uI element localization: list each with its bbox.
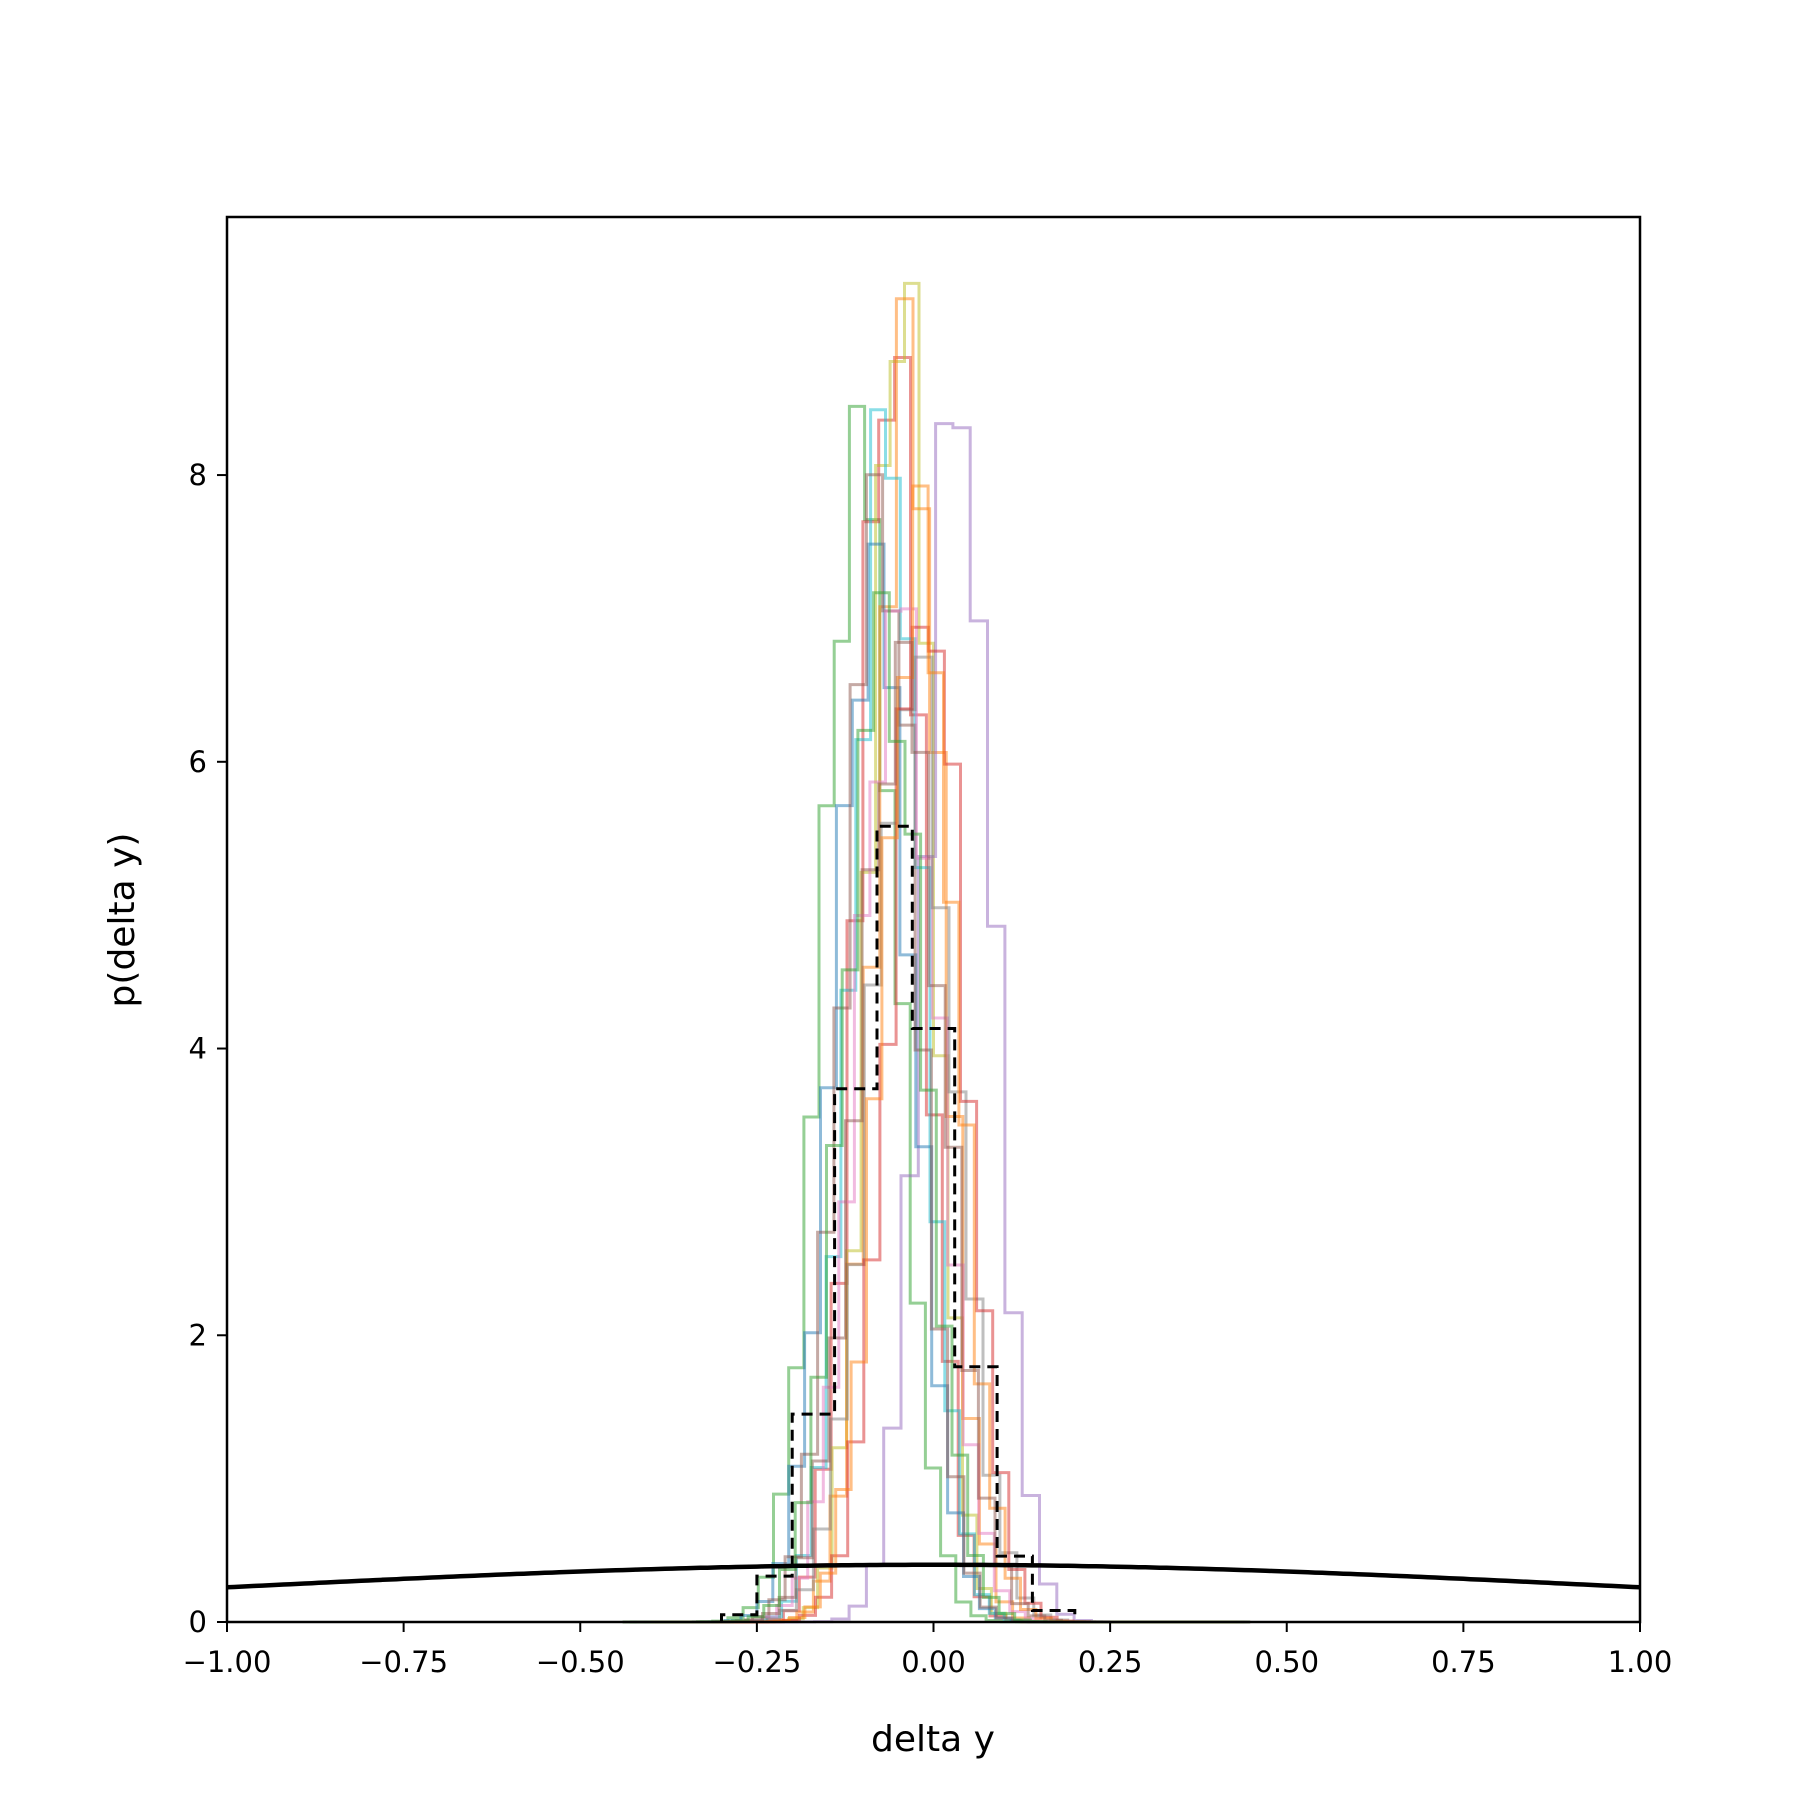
prior-curve (226, 1562, 1641, 1590)
histogram-series-1 (640, 356, 1245, 1624)
histogram-series-0 (636, 404, 1245, 1624)
y-tick-label: 4 (189, 1032, 207, 1066)
x-tick-label: 0.50 (1254, 1645, 1319, 1679)
x-tick-label: −0.25 (712, 1645, 801, 1679)
histogram-series-10 (654, 625, 1251, 1624)
x-tick-label: −1.00 (183, 1645, 272, 1679)
x-axis-label: delta y (871, 1719, 995, 1760)
histogram-series-4 (693, 422, 1248, 1624)
prior-layer (226, 1562, 1641, 1590)
x-tick-label: 0.00 (901, 1645, 966, 1679)
x-tick-label: 0.25 (1078, 1645, 1143, 1679)
y-tick-label: 2 (189, 1318, 207, 1352)
x-tick-label: −0.75 (359, 1645, 448, 1679)
x-tick-label: 1.00 (1608, 1645, 1673, 1679)
histogram-series-5 (633, 408, 1242, 1624)
histogram-series-6 (629, 542, 1250, 1624)
y-tick-label: 0 (189, 1605, 207, 1639)
x-tick-label: −0.50 (536, 1645, 625, 1679)
x-tick-label: 0.75 (1431, 1645, 1496, 1679)
y-ticks: 0 2 4 6 8 (189, 458, 227, 1639)
series-layer (622, 281, 1251, 1624)
histogram-series-2 (643, 281, 1238, 1624)
y-tick-label: 8 (189, 458, 207, 492)
y-tick-label: 6 (189, 745, 207, 779)
y-axis-label: p(delta y) (102, 833, 143, 1008)
x-ticks: −1.00 −0.75 −0.50 −0.25 0.00 0.25 0.50 0.75 1.00 (183, 1622, 1673, 1679)
